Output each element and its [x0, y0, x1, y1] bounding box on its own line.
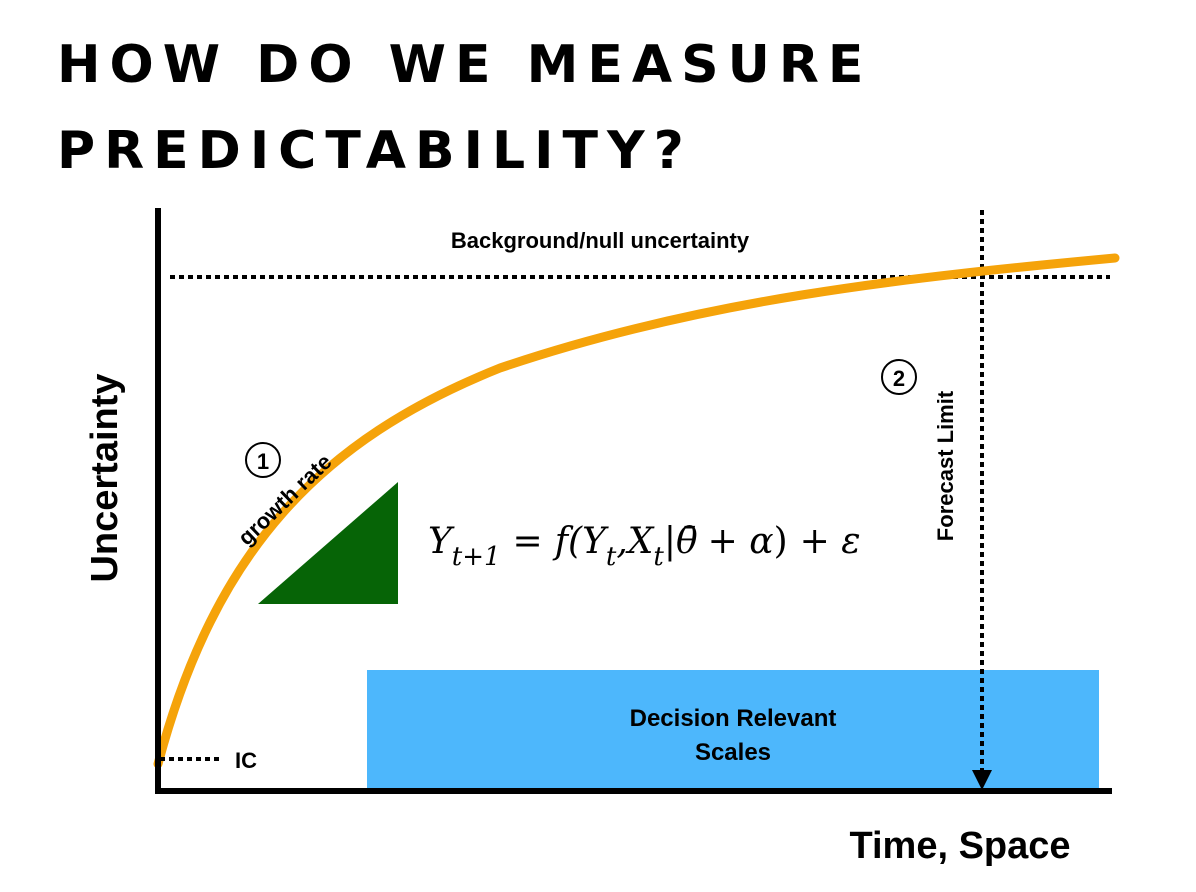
eq-lhs-subscript: t+1: [452, 542, 501, 572]
title-line-2: PREDICTABILITY?: [57, 121, 693, 181]
eq-lhs: Y: [428, 521, 455, 562]
marker-1-circle: [245, 442, 281, 478]
growth-rate-triangle: [258, 482, 398, 604]
background-uncertainty-label: Background/null uncertainty: [451, 228, 750, 253]
eq-bar: |: [664, 521, 676, 562]
eq-plus-epsilon: + ε: [800, 521, 861, 562]
eq-subscript-t-1: t: [606, 542, 617, 572]
y-axis-label: Uncertainty: [84, 373, 126, 582]
decision-box-line-1: Decision Relevant: [630, 705, 837, 732]
eq-comma-x: ,X: [616, 521, 654, 562]
eq-close: ): [774, 521, 788, 562]
marker-2-number: 2: [893, 366, 905, 391]
uncertainty-curve: [153, 253, 1120, 769]
equation: Yt+1 = f(Yt,Xt|θ̄ + α) + ε: [428, 521, 861, 572]
eq-subscript-t-2: t: [653, 542, 664, 572]
eq-theta: θ̄: [676, 521, 698, 562]
forecast-limit-label: Forecast Limit: [933, 390, 958, 541]
decision-box-line-2: Scales: [695, 739, 771, 766]
eq-equals: =: [513, 521, 543, 562]
slide-title: HOW DO WE MEASURE PREDICTABILITY?: [57, 22, 872, 194]
decision-relevant-box: [367, 670, 1099, 788]
ic-label: IC: [235, 748, 257, 773]
title-line-1: HOW DO WE MEASURE: [57, 35, 873, 95]
marker-1-number: 1: [257, 449, 269, 474]
eq-plus-alpha: + α: [708, 521, 774, 562]
marker-2-circle: [881, 359, 917, 395]
forecast-limit-arrowhead: [972, 770, 992, 790]
x-axis-label: Time, Space: [849, 825, 1070, 867]
eq-function-open: f(Y: [552, 521, 609, 562]
